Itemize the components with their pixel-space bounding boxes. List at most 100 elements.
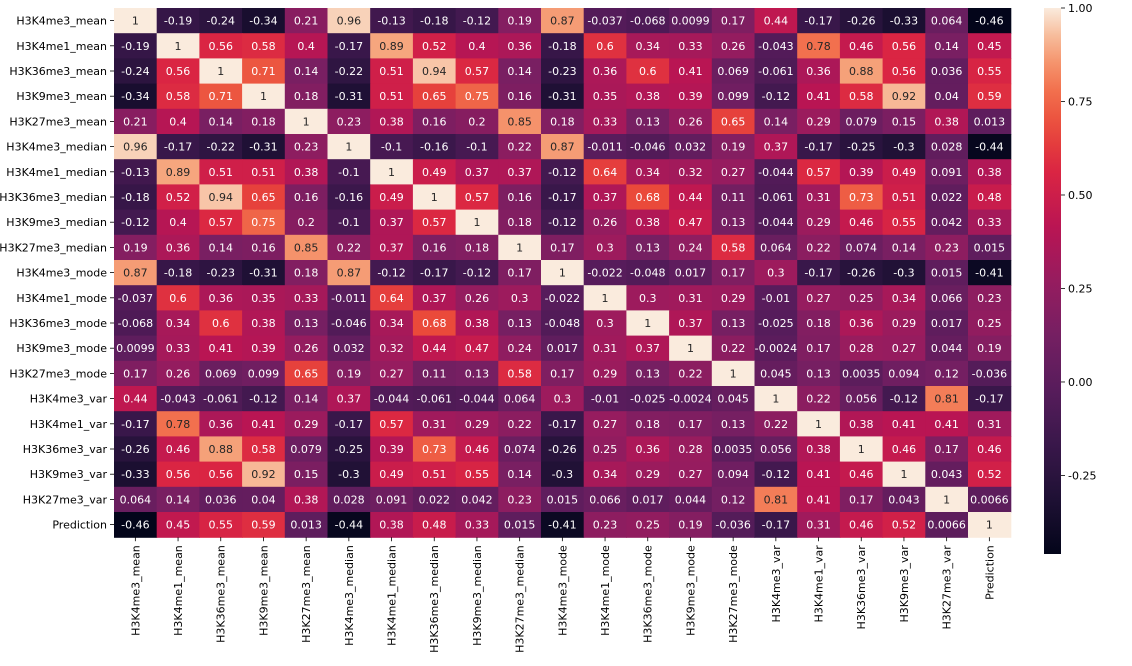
cell-value-label: -0.17 [804,267,832,280]
cell-value-label: 0.41 [806,493,831,506]
heatmap-cell [498,159,542,185]
heatmap-cell [327,436,371,463]
heatmap-cell [498,512,542,538]
heatmap-cell [797,209,841,236]
cell-value-label: 0.0035 [842,367,881,380]
heatmap-cell [327,285,371,311]
cell-value-label: -0.025 [630,393,665,406]
heatmap-cell [754,209,798,236]
heatmap-cell [455,285,499,311]
colorbar-tick-label: -0.25 [1068,469,1096,482]
cell-value-label: 0.37 [678,317,703,330]
cell-value-label: 1 [473,216,480,229]
cell-value-label: 0.14 [166,493,191,506]
cell-value-label: 0.25 [849,292,874,305]
cell-value-label: 0.27 [678,468,703,481]
heatmap-cells [114,8,1012,538]
heatmap-cell [882,108,926,135]
cell-value-label: 0.24 [678,241,703,254]
heatmap-cell [711,512,756,538]
cell-value-label: 0.064 [504,393,536,406]
heatmap-cell [242,260,286,286]
heatmap-cell [370,360,414,387]
cell-value-label: 0.56 [209,40,234,53]
y-tick-label: H3K9me3_mode [16,342,107,355]
x-tick-label: H3K4me3_var [770,545,783,623]
heatmap-cell [370,159,414,185]
cell-value-label: -0.044 [758,216,793,229]
heatmap-cell [669,159,713,185]
cell-value-label: 0.38 [636,216,661,229]
heatmap-cell [968,436,1012,463]
heatmap-cell [412,386,457,412]
cell-value-label: 1 [687,342,694,355]
cell-value-label: 0.22 [806,393,831,406]
cell-value-label: 1 [303,115,310,128]
cell-value-label: 0.38 [636,90,661,103]
heatmap-cell [711,108,756,135]
cell-value-label: 0.39 [678,90,703,103]
cell-value-label: 0.41 [934,418,959,431]
cell-value-label: 0.11 [721,191,746,204]
heatmap-cell [498,486,542,513]
heatmap-cell [711,386,756,412]
cell-value-label: 0.036 [931,65,963,78]
heatmap-cell [412,209,457,236]
heatmap-cell [412,461,457,488]
cell-value-label: 0.27 [379,367,404,380]
cell-value-label: 0.81 [764,493,789,506]
heatmap-cell [284,411,329,437]
cell-value-label: -0.061 [758,65,793,78]
heatmap-cell [156,386,200,412]
cell-value-label: 0.47 [678,216,703,229]
cell-value-label: -0.12 [890,393,918,406]
cell-value-label: 0.38 [465,317,490,330]
heatmap-cell [370,8,414,34]
cell-value-label: 0.032 [675,141,707,154]
cell-value-label: 0.57 [422,216,447,229]
heatmap-cell [968,33,1012,59]
cell-value-label: 0.47 [465,342,490,355]
cell-value-label: 0.22 [678,367,703,380]
cell-value-label: 0.71 [251,65,276,78]
heatmap-cell [455,33,499,59]
heatmap-cell [754,411,798,437]
cell-value-label: -0.011 [587,141,622,154]
heatmap-cell [583,411,627,437]
cell-value-label: 0.043 [888,493,920,506]
cell-value-label: 0.31 [806,191,831,204]
cell-value-label: -0.17 [548,418,576,431]
heatmap-cell [327,33,371,59]
cell-value-label: 0.22 [337,241,362,254]
heatmap-cell [114,461,158,488]
heatmap-cell [284,360,329,387]
heatmap-cell [199,461,243,488]
heatmap-cell [711,83,756,110]
cell-value-label: 0.13 [636,367,661,380]
heatmap-cell [839,134,884,160]
cell-value-label: -0.17 [121,418,149,431]
heatmap-cell [242,159,286,185]
heatmap-cell [284,461,329,488]
heatmap-cell [114,159,158,185]
heatmap-cell [669,335,713,362]
heatmap-cell [925,461,969,488]
cell-value-label: 0.28 [678,443,703,456]
cell-value-label: -0.18 [420,15,448,28]
cell-value-label: -0.18 [548,40,576,53]
heatmap-cell [199,209,243,236]
x-tick-label: H3K27me3_mean [300,545,313,643]
cell-value-label: 0.46 [465,443,490,456]
heatmap-cell [412,436,457,463]
heatmap-cell [797,486,841,513]
cell-value-label: 1 [858,443,865,456]
cell-value-label: 0.81 [934,393,959,406]
heatmap-cell [839,209,884,236]
heatmap-cell [839,184,884,211]
cell-value-label: 0.18 [806,317,831,330]
y-tick-label: H3K4me3_mode [16,267,107,280]
heatmap-cell [797,335,841,362]
heatmap-cell [114,436,158,463]
y-tick-label: H3K27me3_mode [9,367,107,380]
heatmap-cell [370,335,414,362]
